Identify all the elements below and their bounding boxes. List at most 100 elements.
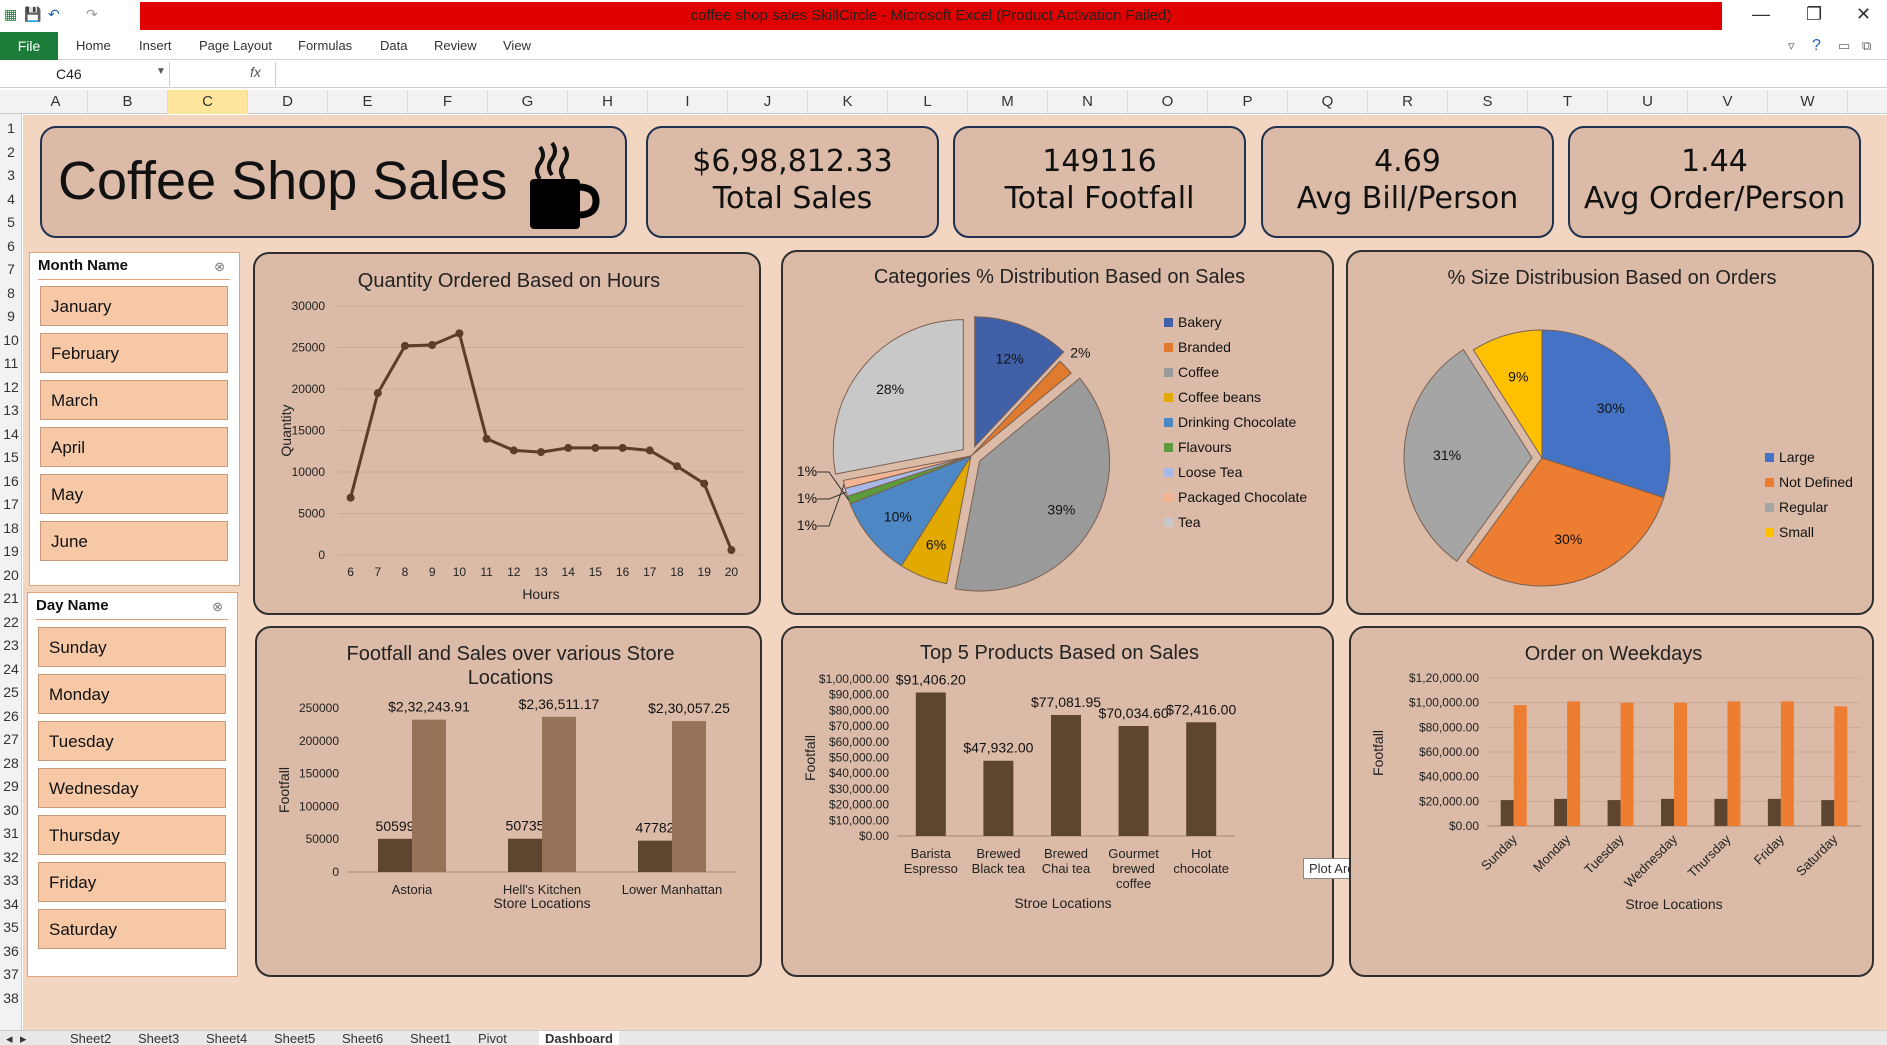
row-header[interactable]: 37 — [3, 966, 19, 982]
row-header[interactable]: 36 — [3, 942, 19, 959]
row-header[interactable]: 23 — [3, 637, 19, 653]
slicer-item-june[interactable]: June — [40, 521, 228, 561]
chart-quantity-hours[interactable]: Quantity Ordered Based on Hours 30000 250… — [253, 252, 761, 615]
row-header[interactable]: 8 — [7, 284, 15, 301]
row-header[interactable]: 2 — [7, 143, 15, 160]
row-header[interactable]: 6 — [7, 237, 15, 254]
row-header[interactable]: 13 — [3, 402, 19, 418]
column-header[interactable]: V — [1688, 90, 1768, 114]
row-header[interactable]: 21 — [3, 590, 19, 606]
sheet-tab[interactable]: Sheet3 — [138, 1031, 180, 1045]
sheet-tab[interactable]: Sheet1 — [410, 1031, 452, 1045]
sheet-tab[interactable]: Dashboard — [539, 1031, 619, 1045]
slicer-item-february[interactable]: February — [40, 333, 228, 373]
row-header[interactable]: 12 — [3, 378, 19, 395]
chart-size-distribution[interactable]: % Size Distribusion Based on Orders 30% L… — [1346, 250, 1874, 615]
save-icon[interactable]: 💾 — [24, 6, 42, 22]
column-header[interactable]: O — [1128, 90, 1208, 114]
row-header[interactable]: 4 — [7, 190, 15, 207]
sheet-tab[interactable]: Sheet4 — [206, 1031, 248, 1045]
row-header[interactable]: 10 — [3, 331, 19, 348]
close-icon[interactable]: ✕ — [1856, 4, 1872, 24]
tab-home[interactable]: Home — [76, 38, 111, 53]
row-header[interactable]: 14 — [3, 425, 19, 442]
row-header[interactable]: 32 — [3, 848, 19, 865]
row-header[interactable]: 30 — [3, 801, 19, 818]
slicer-item-april[interactable]: April — [40, 427, 228, 467]
tab-formulas[interactable]: Formulas — [298, 38, 353, 53]
restore-icon[interactable]: ❐ — [1806, 4, 1823, 24]
column-header[interactable]: K — [808, 90, 888, 114]
row-header[interactable]: 35 — [3, 919, 19, 935]
slicer-item-january[interactable]: January — [40, 286, 228, 326]
function-icon[interactable]: fx — [250, 64, 261, 80]
column-header[interactable]: J — [728, 90, 808, 114]
redo-icon[interactable]: ↷ — [86, 6, 98, 22]
prev-sheet-icon[interactable]: ◂ — [6, 1031, 13, 1045]
column-header[interactable]: L — [888, 90, 968, 114]
slicer-item-tuesday[interactable]: Tuesday — [38, 721, 226, 761]
column-header[interactable]: W — [1768, 90, 1848, 114]
name-box[interactable]: C46 — [0, 62, 170, 86]
tab-view[interactable]: View — [503, 38, 531, 53]
column-header[interactable]: H — [568, 90, 648, 114]
row-header[interactable]: 26 — [3, 707, 19, 724]
row-header[interactable]: 17 — [3, 496, 19, 512]
slicer-item-saturday[interactable]: Saturday — [38, 909, 226, 949]
window-minimize-icon[interactable]: ▭ — [1838, 38, 1851, 53]
row-header[interactable]: 9 — [7, 308, 15, 324]
row-header[interactable]: 19 — [3, 543, 19, 559]
row-header[interactable]: 11 — [3, 355, 19, 371]
column-header[interactable]: M — [968, 90, 1048, 114]
row-header[interactable]: 22 — [3, 613, 19, 630]
row-header[interactable]: 1 — [7, 120, 15, 136]
next-sheet-icon[interactable]: ▸ — [20, 1031, 27, 1045]
row-header[interactable]: 28 — [3, 754, 19, 771]
slicer-item-march[interactable]: March — [40, 380, 228, 420]
row-header[interactable]: 31 — [3, 825, 19, 841]
column-header[interactable]: R — [1368, 90, 1448, 114]
window-restore-icon[interactable]: ⧉ — [1862, 38, 1872, 53]
tab-review[interactable]: Review — [434, 38, 477, 53]
chart-category-distribution[interactable]: Categories % Distribution Based on Sales… — [781, 250, 1334, 615]
row-header[interactable]: 24 — [3, 660, 19, 677]
name-box-dropdown-icon[interactable]: ▼ — [156, 66, 166, 77]
slicer-item-thursday[interactable]: Thursday — [38, 815, 226, 855]
row-header[interactable]: 38 — [3, 989, 19, 1006]
undo-icon[interactable]: ↶ — [48, 6, 60, 22]
column-header[interactable]: G — [488, 90, 568, 114]
row-header[interactable]: 15 — [3, 449, 19, 465]
column-header[interactable]: I — [648, 90, 728, 114]
column-header[interactable]: E — [328, 90, 408, 114]
help-icon[interactable]: ? — [1812, 37, 1821, 54]
file-tab[interactable]: File — [0, 32, 58, 60]
minimize-icon[interactable]: — — [1752, 4, 1770, 24]
chart-weekdays[interactable]: Order on Weekdays $1,20,000.00 $1,00,000.… — [1349, 626, 1874, 977]
row-header[interactable]: 25 — [3, 684, 19, 700]
chart-store-locations[interactable]: Footfall and Sales over various Store Lo… — [255, 626, 762, 977]
row-header[interactable]: 18 — [3, 519, 19, 536]
row-header[interactable]: 3 — [7, 167, 15, 183]
column-header[interactable]: N — [1048, 90, 1128, 114]
slicer-item-wednesday[interactable]: Wednesday — [38, 768, 226, 808]
clear-filter-icon[interactable]: ⊗ — [212, 599, 223, 614]
row-header[interactable]: 7 — [7, 261, 15, 277]
ribbon-collapse-icon[interactable]: ▿ — [1788, 38, 1795, 53]
tab-data[interactable]: Data — [380, 38, 408, 53]
column-header[interactable]: T — [1528, 90, 1608, 114]
column-header[interactable]: S — [1448, 90, 1528, 114]
column-header[interactable]: U — [1608, 90, 1688, 114]
column-header[interactable]: D — [248, 90, 328, 114]
slicer-item-sunday[interactable]: Sunday — [38, 627, 226, 667]
row-header[interactable]: 5 — [7, 214, 15, 230]
row-header[interactable]: 27 — [3, 731, 19, 747]
row-header[interactable]: 20 — [3, 566, 19, 583]
column-header[interactable]: A — [24, 90, 88, 114]
clear-filter-icon[interactable]: ⊗ — [214, 259, 225, 274]
sheet-tab[interactable]: Sheet6 — [342, 1031, 384, 1045]
column-header[interactable]: P — [1208, 90, 1288, 114]
chart-top-products[interactable]: Top 5 Products Based on Sales $1,00,000.… — [781, 626, 1368, 977]
row-header[interactable]: 33 — [3, 872, 19, 888]
tab-page-layout[interactable]: Page Layout — [199, 38, 273, 53]
slicer-item-may[interactable]: May — [40, 474, 228, 514]
